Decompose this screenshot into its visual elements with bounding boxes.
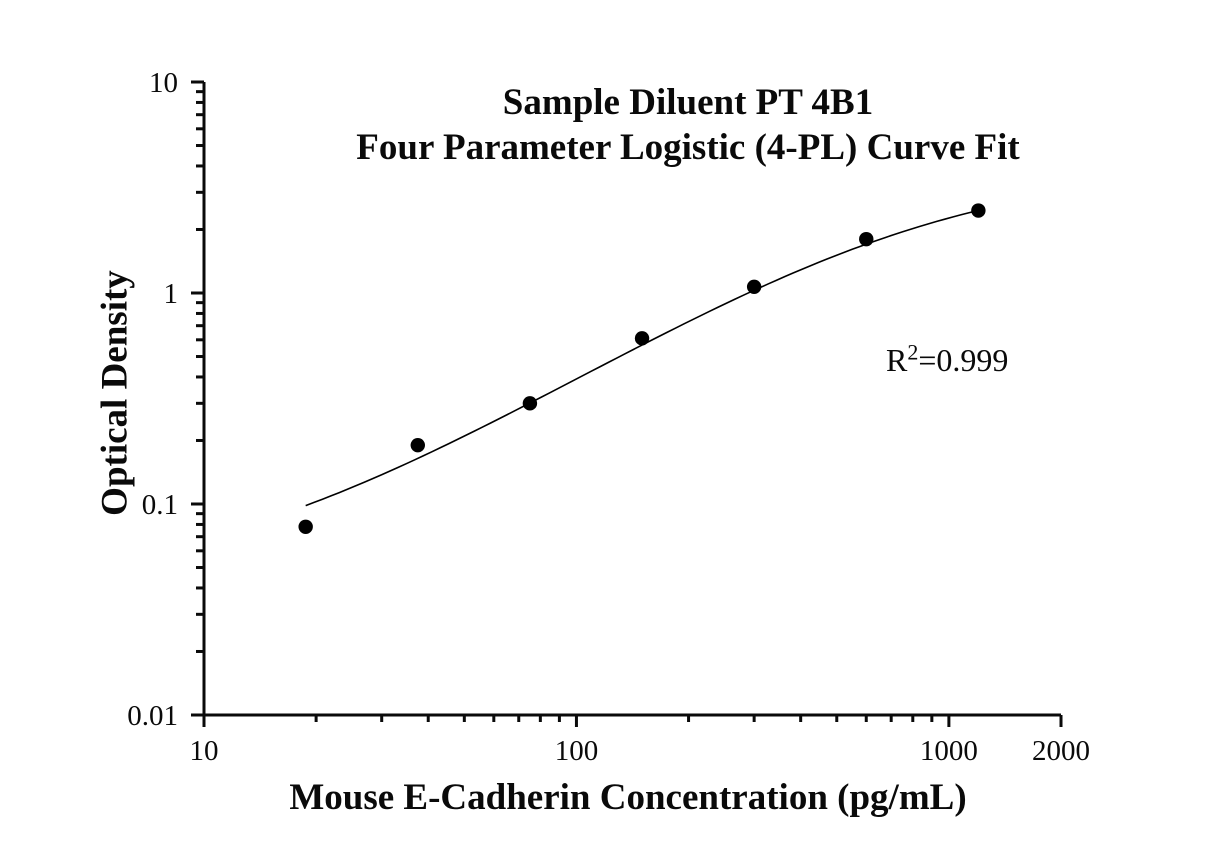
- y-tick-label: 0.1: [142, 489, 178, 521]
- r-squared-base: R: [886, 342, 908, 378]
- data-point: [634, 331, 650, 346]
- data-point: [971, 203, 986, 218]
- data-point: [859, 231, 874, 247]
- y-tick-label: 1: [164, 278, 179, 310]
- x-tick-label: 1000: [920, 735, 978, 767]
- data-point: [746, 279, 762, 294]
- x-tick-label: 100: [555, 735, 599, 767]
- y-tick-label: 0.01: [127, 700, 178, 732]
- data-point: [410, 437, 425, 453]
- data-point: [298, 519, 313, 534]
- r-squared-value: =0.999: [918, 342, 1009, 378]
- chart-title-line1: Sample Diluent PT 4B1: [502, 82, 874, 123]
- r-squared-annotation: R2=0.999: [886, 339, 1009, 379]
- r-squared-exponent: 2: [907, 339, 919, 365]
- y-axis-title: Optical Density: [94, 270, 136, 516]
- x-tick-label: 2000: [1032, 735, 1090, 767]
- chart-title: Sample Diluent PT 4B1 Four Parameter Log…: [288, 80, 1088, 170]
- chart-title-line2: Four Parameter Logistic (4-PL) Curve Fit: [356, 127, 1020, 168]
- x-tick-label: 10: [190, 735, 219, 767]
- y-tick-label: 10: [149, 67, 178, 99]
- x-axis-title: Mouse E-Cadherin Concentration (pg/mL): [289, 777, 967, 818]
- data-point: [522, 396, 538, 411]
- fit-curve: [305, 209, 979, 507]
